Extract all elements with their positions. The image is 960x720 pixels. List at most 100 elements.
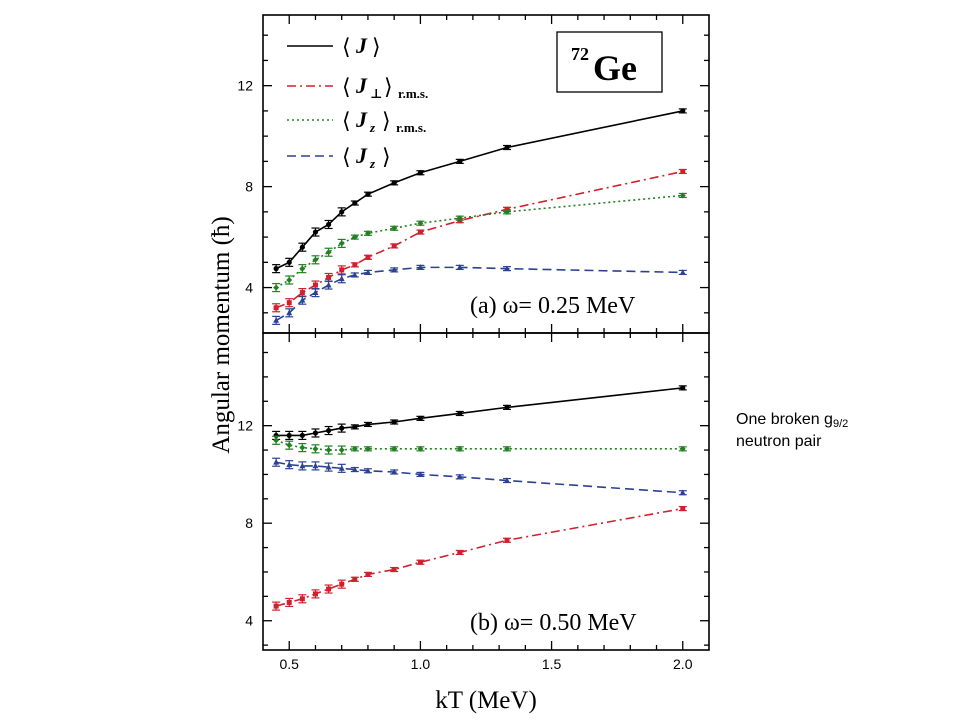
data-point (679, 489, 686, 496)
data-point (503, 477, 510, 483)
legend-symbol: J (355, 33, 368, 58)
series-line (275, 439, 683, 451)
data-point (286, 432, 292, 439)
annotation-line-1: One broken g9/2 (736, 409, 951, 431)
x-tick-label: 1.5 (542, 656, 562, 672)
data-point (364, 230, 371, 237)
data-point (417, 170, 424, 176)
data-point (457, 549, 463, 555)
data-point (679, 269, 686, 275)
y-axis-title: Angular momentum (ħ) (208, 216, 235, 453)
data-point (679, 192, 686, 199)
annotation-subscript: 9/2 (832, 418, 849, 430)
series-line (276, 387, 683, 437)
data-point (457, 158, 463, 164)
x-tick-label: 0.5 (280, 656, 300, 672)
legend-bracket-close: ⟩ (372, 34, 381, 59)
data-point (364, 467, 371, 474)
data-point (338, 240, 345, 247)
data-point (273, 317, 280, 323)
data-point (312, 256, 319, 263)
data-point (299, 265, 306, 272)
data-point (504, 144, 510, 151)
y-tick-label: 8 (245, 179, 253, 195)
data-point (312, 591, 318, 597)
series-Jz_rms (272, 435, 687, 455)
legend-symbol: J (355, 143, 368, 168)
legend-subscript: r.m.s. (398, 86, 428, 101)
legend-bracket-open: ⟨ (342, 144, 351, 169)
data-point (339, 425, 345, 431)
annotation-line-2: neutron pair (736, 433, 822, 450)
data-point (364, 445, 371, 452)
legend-entry: ⟨ J ⟩ (287, 33, 381, 59)
data-point (299, 462, 306, 469)
data-point (286, 599, 292, 605)
data-point (299, 296, 306, 303)
series-J (272, 385, 687, 441)
data-point (273, 459, 280, 465)
data-point (391, 445, 398, 452)
data-point (391, 468, 398, 475)
series-line (275, 170, 683, 309)
legend-subscript: r.m.s. (396, 120, 426, 135)
side-annotation: One broken g9/2 neutron pair (736, 409, 951, 453)
data-point (456, 445, 463, 452)
data-point (325, 249, 332, 256)
data-point (503, 265, 510, 272)
data-point (417, 264, 424, 270)
data-point (456, 264, 463, 270)
data-point (365, 421, 371, 428)
data-point (339, 209, 345, 215)
data-point (365, 191, 371, 197)
data-point (417, 415, 424, 421)
y-tick-label: 4 (245, 613, 253, 629)
panel-label: (a) ω= 0.25 MeV (470, 293, 636, 319)
panel-b: 4 8 12 0.5 1.0 1.5 2.0 (b) ω= 0.50 MeV (237, 332, 710, 672)
data-point (325, 463, 332, 470)
data-point (679, 445, 686, 452)
data-point (417, 220, 424, 227)
data-point (417, 445, 424, 452)
legend-z: z (369, 156, 376, 171)
data-point (325, 447, 332, 454)
nucleus-label: 72 Ge (556, 31, 663, 93)
y-tick-label: 12 (237, 418, 253, 434)
data-point (326, 274, 332, 280)
legend-bracket-close: ⟩ (382, 108, 391, 133)
series-Jperp (272, 505, 687, 611)
data-point (286, 277, 293, 283)
data-point (456, 473, 463, 480)
data-point (326, 586, 332, 592)
data-point (273, 305, 279, 311)
data-point (286, 461, 293, 468)
y-tick-label: 12 (237, 78, 253, 94)
data-point (299, 432, 305, 439)
data-point (365, 254, 371, 260)
data-point (299, 290, 305, 296)
data-point (391, 419, 397, 425)
data-point (312, 229, 319, 235)
data-point (503, 445, 510, 452)
plot-frame (262, 332, 710, 651)
data-point (391, 567, 397, 573)
data-point (273, 603, 279, 609)
data-point (339, 267, 345, 273)
series-line (275, 194, 683, 289)
data-point (325, 281, 332, 288)
series-J (272, 108, 687, 274)
data-point (351, 466, 358, 472)
data-point (364, 269, 371, 275)
legend-bracket-close: ⟩ (382, 144, 391, 169)
data-point (352, 424, 358, 430)
data-point (680, 108, 686, 114)
data-point (312, 289, 319, 296)
legend-symbol: J (355, 73, 368, 98)
legend-z: z (369, 120, 376, 135)
series-line (275, 461, 683, 494)
data-point (286, 259, 292, 265)
data-point (351, 234, 358, 241)
